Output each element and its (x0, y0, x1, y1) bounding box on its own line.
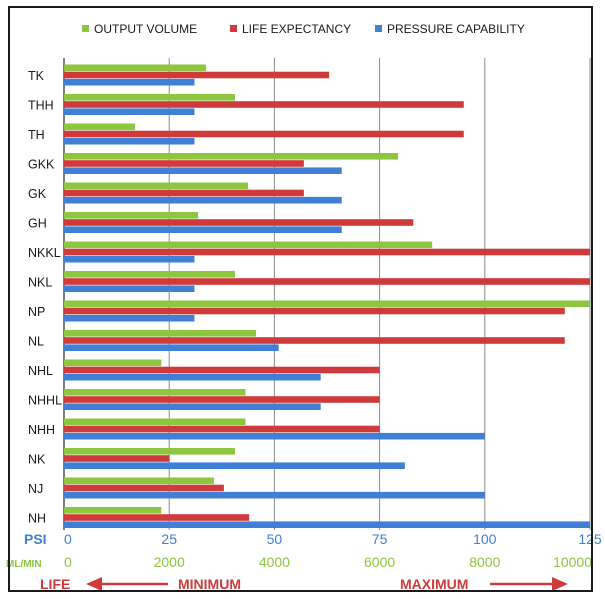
bar (64, 366, 380, 374)
mlmin-tick-label: 4000 (259, 554, 290, 570)
bar (64, 432, 485, 440)
legend-label: LIFE EXPECTANCY (242, 22, 351, 36)
bar (64, 477, 214, 485)
bar (64, 212, 199, 219)
bar (64, 108, 195, 115)
psi-tick-label: 50 (267, 531, 283, 547)
bar (64, 484, 224, 492)
life-axis-label: LIFE (40, 576, 70, 592)
bar (64, 189, 304, 197)
bar (64, 396, 380, 403)
psi-tick-label: 100 (473, 531, 497, 547)
bar (64, 344, 279, 351)
bar (64, 330, 256, 337)
bar (64, 130, 464, 138)
mlmin-tick-label: 10000 (553, 554, 592, 570)
bar (64, 448, 235, 455)
bar (64, 300, 590, 308)
legend-swatch (82, 25, 89, 32)
axes: PSI 0 25 50 75 100 125 ML/MIN 0 2000 4000 6000 8000 1… (6, 531, 602, 592)
psi-tick-label: 75 (372, 531, 388, 547)
category-label: NHL (28, 364, 53, 378)
bar (64, 160, 304, 167)
category-label: GKK (28, 157, 55, 171)
bar (64, 241, 433, 249)
category-label: GK (28, 187, 47, 201)
life-minimum-label: MINIMUM (178, 576, 241, 592)
bar (64, 78, 195, 86)
bar (64, 403, 321, 410)
bar (64, 271, 235, 278)
mlmin-tick-label: 6000 (364, 554, 395, 570)
category-label: NJ (28, 482, 43, 496)
bar (64, 167, 342, 174)
category-label: GH (28, 216, 47, 230)
arrow-right-head (552, 577, 568, 591)
category-label: NH (28, 511, 46, 525)
arrow-left-head (86, 577, 102, 591)
legend: OUTPUT VOLUME LIFE EXPECTANCY PRESSURE CAP… (82, 22, 525, 36)
bar (64, 248, 590, 256)
bar (64, 285, 195, 292)
bar (64, 255, 195, 263)
bar (64, 307, 565, 315)
bar (64, 196, 342, 204)
mlmin-tick-label: 0 (64, 554, 72, 570)
category-label: TH (28, 128, 45, 142)
bar (64, 101, 464, 108)
bar (64, 462, 405, 469)
bar (64, 278, 590, 285)
category-label: NHHL (28, 393, 62, 407)
bar (64, 389, 246, 396)
bar (64, 521, 590, 528)
legend-swatch (230, 25, 237, 32)
psi-tick-label: 0 (64, 531, 72, 547)
bar (64, 64, 207, 72)
mlmin-tick-label: 8000 (469, 554, 500, 570)
bar (64, 137, 195, 145)
category-label: NHH (28, 423, 55, 437)
mlmin-axis-label: ML/MIN (6, 559, 42, 570)
bar (64, 71, 330, 79)
life-maximum-label: MAXIMUM (400, 576, 468, 592)
category-label: NKKL (28, 246, 61, 260)
bar (64, 226, 342, 233)
bar (64, 182, 249, 190)
mlmin-tick-label: 2000 (154, 554, 185, 570)
bar (64, 219, 414, 226)
bar (64, 418, 246, 426)
psi-tick-label: 25 (161, 531, 177, 547)
bar (64, 123, 136, 131)
bar (64, 337, 565, 344)
psi-axis-label: PSI (24, 531, 47, 547)
bar (64, 314, 195, 322)
legend-label: OUTPUT VOLUME (94, 22, 197, 36)
category-labels: TK THH TH GKK GK GH NKKL NKL NP NL NHL NHHL NHH NK NJ N… (28, 69, 62, 525)
category-label: NK (28, 452, 46, 466)
bar (64, 94, 235, 101)
bar (64, 514, 250, 521)
bar (64, 153, 399, 160)
category-label: NL (28, 334, 44, 348)
category-label: NKL (28, 275, 52, 289)
bars (64, 64, 590, 528)
legend-label: PRESSURE CAPABILITY (387, 22, 525, 36)
bar (64, 425, 380, 433)
category-label: NP (28, 305, 45, 319)
bar (64, 491, 485, 499)
bar (64, 507, 162, 514)
bar (64, 373, 321, 381)
category-label: THH (28, 98, 54, 112)
legend-swatch (375, 25, 382, 32)
bar (64, 359, 162, 367)
category-label: TK (28, 69, 45, 83)
psi-tick-label: 125 (578, 531, 602, 547)
bar (64, 455, 170, 462)
